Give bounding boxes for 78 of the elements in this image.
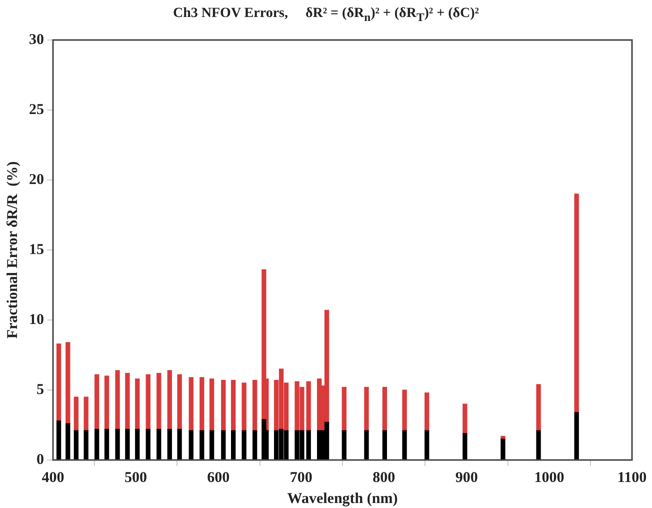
bar (146, 374, 150, 430)
bar (209, 430, 214, 460)
bar (125, 372, 130, 430)
bar (156, 428, 162, 460)
bar (252, 380, 258, 431)
bar (424, 392, 430, 431)
bar (500, 438, 506, 460)
y-axis-title: Fractional Error δR/R (%) (4, 161, 21, 339)
bar (94, 428, 100, 460)
bar (115, 428, 120, 460)
bar (115, 370, 120, 430)
bar (104, 428, 110, 460)
bar (574, 412, 579, 460)
bar (342, 386, 346, 431)
y-tick-label: 20 (29, 172, 44, 188)
bar (424, 430, 430, 460)
bar (306, 430, 311, 460)
bar (74, 396, 78, 431)
bar (84, 396, 88, 431)
bar (382, 430, 388, 460)
x-tick-label: 700 (290, 470, 312, 486)
bar (574, 194, 579, 413)
bar (364, 386, 369, 431)
x-tick-label: 500 (124, 470, 147, 486)
y-tick-label: 10 (29, 312, 44, 328)
bar (462, 404, 468, 434)
bar (188, 430, 194, 460)
y-tick-label: 0 (36, 452, 44, 468)
bar (167, 370, 172, 430)
bar (364, 430, 369, 460)
bar (56, 343, 62, 422)
chart-title: Ch3 NFOV Errors, δR² = (δR$_{n}$)² + (δR$_{T}$)² + (δC)² (172, 6, 480, 24)
bar (221, 430, 226, 460)
bar (230, 430, 236, 460)
bar (382, 386, 388, 431)
bar (536, 384, 541, 431)
bar (242, 430, 246, 460)
bar (324, 422, 330, 460)
bar (66, 342, 70, 424)
y-tick-label: 15 (29, 242, 44, 258)
bar (402, 390, 407, 431)
bar (94, 374, 100, 430)
bar (84, 430, 88, 460)
bar (135, 428, 140, 460)
bar (146, 428, 150, 460)
bar (177, 374, 182, 430)
y-tick-label: 5 (36, 382, 44, 398)
bar (104, 376, 110, 430)
x-tick-label: 900 (455, 470, 478, 486)
bar (462, 433, 468, 460)
bar (200, 430, 204, 460)
x-tick-label: 400 (42, 470, 64, 486)
x-tick-label: 800 (372, 470, 396, 486)
bar (66, 423, 70, 460)
bar (536, 430, 541, 460)
x-tick-label: 600 (207, 470, 230, 486)
bar (188, 377, 194, 431)
bar (230, 380, 236, 431)
bar (221, 380, 226, 431)
x-tick-label: 1000 (534, 470, 564, 486)
bar (306, 381, 311, 431)
bar (74, 430, 78, 460)
bar (402, 430, 407, 460)
bar (56, 420, 62, 460)
y-tick-label: 25 (29, 102, 44, 118)
bar (200, 377, 204, 431)
y-tick-label: 30 (29, 32, 44, 48)
bar (125, 428, 130, 460)
bar (135, 378, 140, 430)
bar (177, 428, 182, 460)
bar (342, 430, 346, 460)
bar (156, 372, 162, 430)
bar (242, 382, 246, 431)
bar (209, 378, 214, 431)
bar (167, 428, 172, 460)
bar (252, 430, 258, 460)
x-axis-title: Wavelength (nm) (287, 490, 398, 507)
x-tick-label: 1100 (617, 470, 647, 486)
